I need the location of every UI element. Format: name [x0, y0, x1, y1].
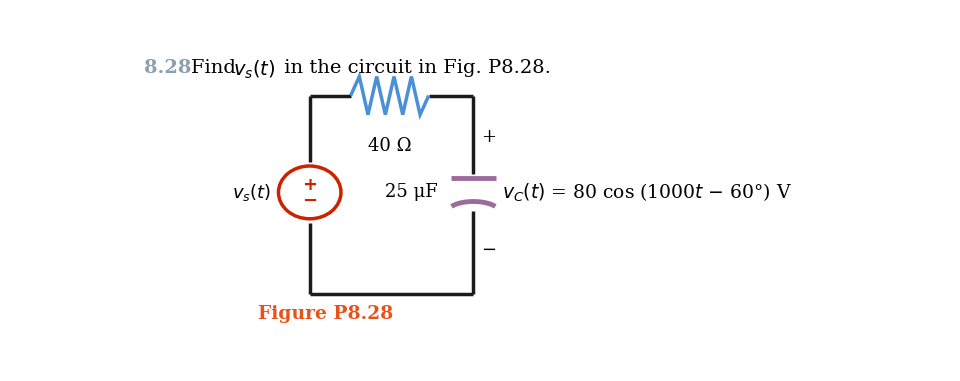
Text: $v_s(t)$: $v_s(t)$: [231, 182, 271, 203]
Text: 25 μF: 25 μF: [385, 183, 438, 202]
Text: Figure P8.28: Figure P8.28: [257, 305, 393, 323]
Text: Find: Find: [191, 59, 242, 77]
Text: +: +: [481, 128, 495, 146]
Text: in the circuit in Fig. P8.28.: in the circuit in Fig. P8.28.: [277, 59, 551, 77]
Text: −: −: [302, 192, 318, 210]
Text: +: +: [302, 176, 317, 194]
Text: 40 Ω: 40 Ω: [368, 137, 412, 155]
Text: $v_s(t)$: $v_s(t)$: [233, 59, 276, 81]
Text: 8.28: 8.28: [144, 59, 191, 77]
Text: −: −: [481, 241, 496, 259]
Text: $v_C(t)$ = 80 cos (1000$t$ $-$ 60°) V: $v_C(t)$ = 80 cos (1000$t$ $-$ 60°) V: [502, 181, 792, 203]
